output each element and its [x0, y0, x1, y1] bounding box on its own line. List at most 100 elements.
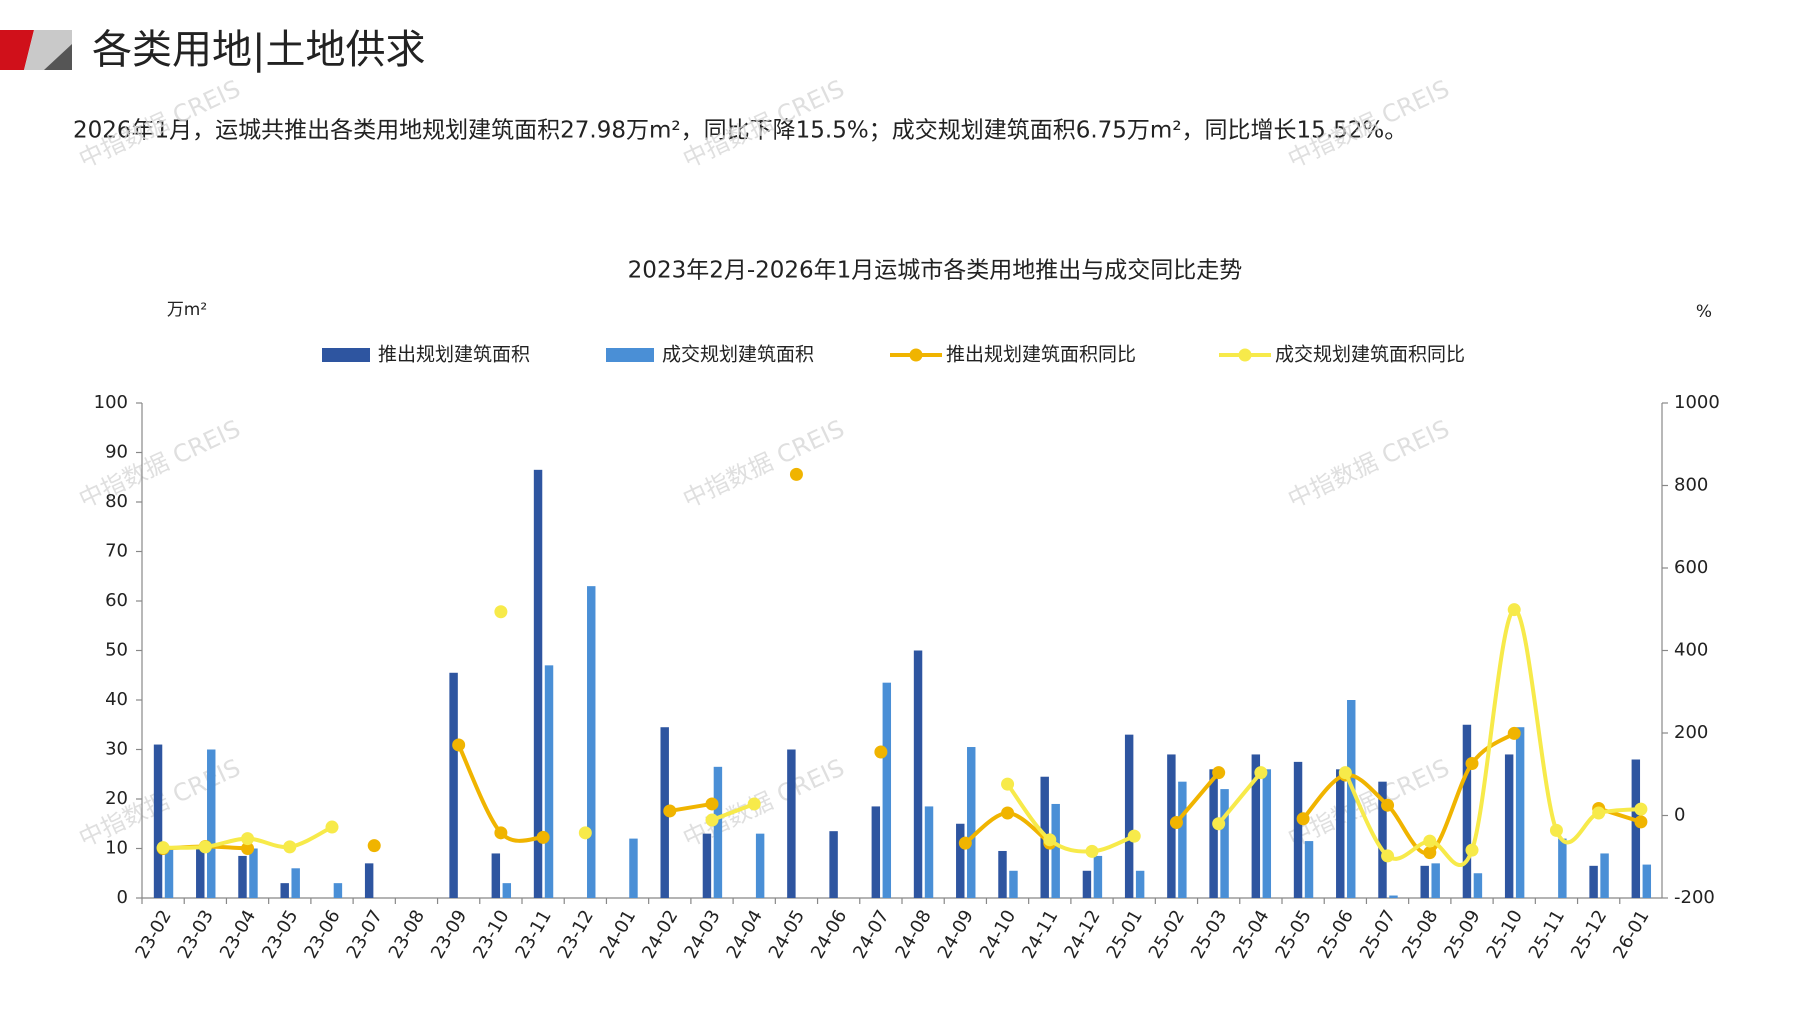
bar — [871, 806, 881, 898]
point — [705, 813, 719, 827]
bar — [1304, 841, 1314, 898]
x-tick-label: 23-03 — [174, 907, 218, 963]
bar — [1642, 864, 1652, 898]
y2-tick-label: 0 — [1674, 805, 1685, 826]
x-tick-label: 23-12 — [554, 907, 598, 963]
bar — [449, 672, 458, 898]
point — [241, 832, 255, 846]
bar — [1336, 769, 1345, 898]
point — [1465, 757, 1479, 771]
point — [241, 842, 255, 855]
point — [1212, 817, 1226, 831]
y-tick-label: 50 — [105, 640, 128, 661]
x-tick-label: 25-12 — [1567, 907, 1611, 963]
y-tick-label: 30 — [105, 739, 128, 760]
bar — [291, 868, 300, 898]
point — [1381, 798, 1395, 812]
x-tick-label: 25-06 — [1314, 907, 1358, 963]
legend-marker — [1238, 348, 1252, 362]
y2-tick-label: 400 — [1674, 640, 1708, 661]
legend-label: 推出规划建筑面积同比 — [946, 344, 1136, 366]
y2-tick-label: -200 — [1674, 887, 1715, 908]
point — [1212, 766, 1226, 780]
bar — [249, 848, 258, 898]
bar — [924, 806, 934, 898]
point — [536, 830, 550, 844]
point — [1001, 806, 1015, 820]
bar — [280, 883, 289, 898]
bar — [1251, 754, 1261, 898]
bar — [713, 766, 723, 898]
y-axis-unit: 万m² — [167, 300, 207, 320]
x-tick-label: 24-04 — [723, 907, 767, 963]
x-tick-label: 26-01 — [1609, 907, 1653, 963]
x-tick-label: 24-02 — [638, 907, 682, 963]
x-tick-label: 24-01 — [596, 907, 640, 963]
bar — [1631, 759, 1641, 898]
bar — [829, 831, 838, 898]
y-tick-label: 80 — [105, 491, 128, 512]
bar — [1504, 754, 1514, 898]
bar — [333, 883, 343, 898]
y2-axis-unit: % — [1696, 302, 1712, 322]
point — [494, 826, 508, 840]
x-tick-label: 23-07 — [343, 907, 387, 963]
bar — [1600, 853, 1609, 898]
bar — [882, 682, 892, 898]
point — [789, 467, 803, 481]
page-title: 各类用地|土地供求 — [92, 27, 425, 73]
x-tick-label: 24-05 — [765, 907, 809, 963]
watermark: 中指数据 CREIS — [75, 415, 245, 514]
x-tick-label: 23-11 — [511, 907, 555, 963]
x-tick-label: 24-08 — [891, 907, 935, 963]
bar — [1420, 865, 1429, 898]
y-tick-label: 10 — [105, 838, 128, 859]
y2-tick-label: 600 — [1674, 557, 1708, 578]
bar — [1082, 870, 1092, 898]
bar — [1093, 855, 1103, 898]
watermark: 中指数据 CREIS — [1284, 415, 1454, 514]
point — [494, 605, 508, 619]
x-tick-label: 24-12 — [1060, 907, 1104, 963]
point — [1338, 766, 1352, 780]
x-tick-label: 25-11 — [1525, 907, 1569, 963]
point — [1465, 843, 1479, 857]
bar — [1558, 838, 1567, 898]
bar — [755, 833, 765, 898]
y2-tick-label: 1000 — [1674, 392, 1720, 413]
point — [1549, 823, 1563, 837]
bar — [153, 744, 163, 898]
point — [1254, 766, 1268, 780]
bar — [1009, 870, 1018, 898]
summary: 2026年1月，运城共推出各类用地规划建筑面积27.98万m²，同比下降15.5… — [73, 118, 1407, 144]
point — [1001, 777, 1015, 791]
x-tick-label: 25-01 — [1103, 907, 1147, 963]
bar — [702, 833, 712, 898]
x-tick-label: 23-02 — [131, 907, 175, 963]
x-tick-label: 24-06 — [807, 907, 851, 963]
point — [156, 841, 170, 855]
point — [663, 804, 677, 818]
point — [1634, 802, 1648, 816]
point — [958, 836, 972, 850]
x-tick-label: 24-10 — [976, 907, 1020, 963]
point — [1381, 849, 1395, 863]
x-tick-label: 25-10 — [1483, 907, 1527, 963]
logo-dark — [44, 44, 72, 70]
bar — [491, 853, 501, 898]
bar — [364, 863, 374, 898]
point — [1592, 806, 1606, 820]
line — [1005, 782, 1135, 854]
legend-swatch — [322, 348, 370, 362]
line — [1343, 607, 1642, 867]
bar — [533, 469, 543, 898]
point — [747, 797, 761, 811]
bar — [502, 883, 512, 898]
bar — [1135, 870, 1145, 898]
legend-label: 成交规划建筑面积 — [662, 344, 814, 366]
x-tick-label: 25-03 — [1187, 907, 1231, 963]
bar — [587, 586, 596, 898]
y-tick-label: 20 — [105, 788, 128, 809]
y-tick-label: 100 — [94, 392, 128, 413]
bar — [1389, 895, 1398, 898]
